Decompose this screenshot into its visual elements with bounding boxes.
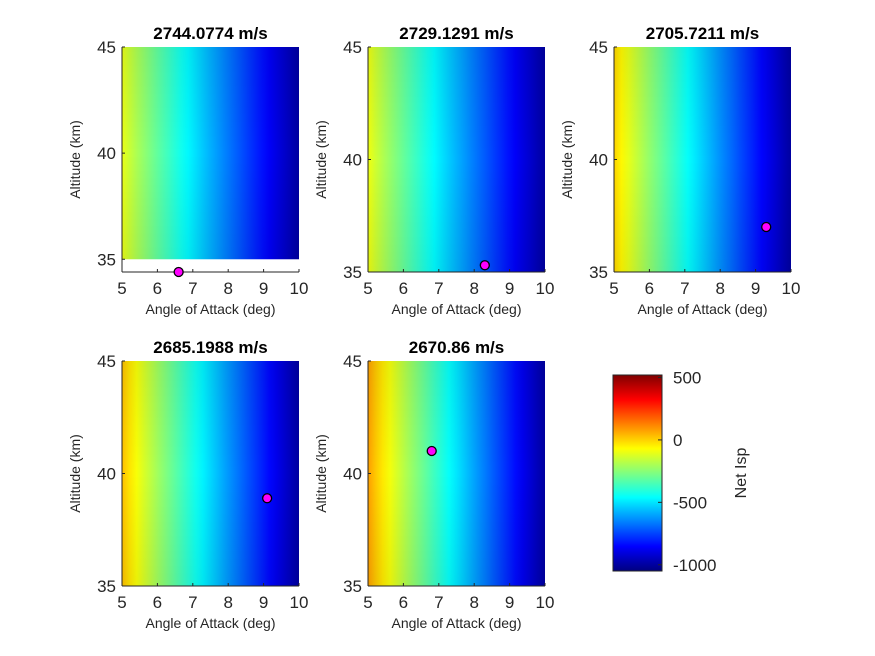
x-tick-label: 6 (153, 593, 162, 612)
colorbar-gradient (612, 374, 663, 572)
y-tick-label: 40 (589, 151, 608, 170)
x-tick-label: 5 (609, 279, 618, 298)
y-axis-label: Altitude (km) (559, 120, 575, 199)
y-axis-label: Altitude (km) (313, 434, 329, 513)
optimum-marker (426, 445, 437, 457)
x-tick-label: 10 (536, 593, 555, 612)
y-axis-label: Altitude (km) (313, 120, 329, 199)
x-tick-label: 8 (223, 279, 232, 298)
subplot-2: 5 6 7 8 9 10 35 40 45 2729.1291 m/s Angle of Attac… (313, 24, 554, 317)
x-axis-label: Angle of Attack (deg) (638, 301, 768, 317)
y-tick-label: 40 (97, 144, 116, 163)
colorbar-tick-label: 500 (673, 368, 701, 387)
y-tick-label: 35 (343, 577, 362, 596)
y-tick-label: 35 (97, 250, 116, 269)
colorbar: 500 0 -500 -1000 Net Isp (612, 368, 750, 575)
subplot-1: 5 6 7 8 9 10 35 40 45 2744.0774 m/s Angle of Attac… (67, 24, 308, 317)
colorbar-tick-label: -500 (673, 493, 707, 512)
y-tick-label: 45 (97, 352, 116, 371)
x-tick-label: 7 (680, 279, 689, 298)
y-tick-label: 35 (589, 263, 608, 282)
x-tick-label: 9 (259, 279, 268, 298)
x-tick-label: 10 (290, 593, 309, 612)
x-tick-label: 5 (117, 279, 126, 298)
x-tick-label: 5 (117, 593, 126, 612)
y-axis-label: Altitude (km) (67, 434, 83, 513)
x-tick-label: 7 (188, 279, 197, 298)
x-tick-label: 8 (715, 279, 724, 298)
subplot-title: 2685.1988 m/s (153, 338, 267, 357)
x-tick-label: 7 (434, 593, 443, 612)
x-tick-label: 10 (290, 279, 309, 298)
y-tick-label: 45 (589, 38, 608, 57)
x-tick-label: 10 (782, 279, 801, 298)
optimum-marker (761, 221, 772, 233)
x-tick-label: 5 (363, 593, 372, 612)
x-tick-label: 6 (399, 279, 408, 298)
y-tick-label: 40 (343, 151, 362, 170)
y-tick-label: 35 (97, 577, 116, 596)
x-tick-label: 9 (259, 593, 268, 612)
x-axis-label: Angle of Attack (deg) (146, 615, 276, 631)
optimum-marker (261, 493, 273, 504)
heatmap-shading (122, 47, 299, 260)
heatmap-shading (122, 361, 299, 586)
x-tick-label: 5 (363, 279, 372, 298)
subplot-title: 2729.1291 m/s (399, 24, 513, 43)
subplot-5: 5 6 7 8 9 10 35 40 45 2670.86 m/s Angle of Attack … (313, 338, 554, 631)
heatmap-shading (614, 47, 791, 272)
optimum-marker (173, 266, 184, 278)
x-tick-label: 9 (505, 279, 514, 298)
y-tick-label: 45 (97, 38, 116, 57)
x-axis-label: Angle of Attack (deg) (392, 615, 522, 631)
x-tick-label: 9 (505, 593, 514, 612)
x-tick-label: 6 (153, 279, 162, 298)
x-tick-label: 7 (188, 593, 197, 612)
subplot-title: 2705.7211 m/s (646, 24, 759, 43)
subplot-title: 2670.86 m/s (409, 338, 504, 357)
x-tick-label: 10 (536, 279, 555, 298)
y-tick-label: 35 (343, 263, 362, 282)
x-tick-label: 7 (434, 279, 443, 298)
x-tick-label: 8 (469, 279, 478, 298)
optimum-marker (479, 260, 490, 271)
colorbar-label: Net Isp (733, 448, 750, 499)
x-tick-label: 6 (645, 279, 654, 298)
heatmap-shading (368, 361, 545, 586)
subplot-4: 5 6 7 8 9 10 35 40 45 2685.1988 m/s Angle of Attac… (67, 338, 308, 631)
x-tick-label: 6 (399, 593, 408, 612)
subplot-3: 5 6 7 8 9 10 35 40 45 2705.7211 m/s Angle of Attac… (559, 24, 800, 317)
x-tick-label: 8 (223, 593, 232, 612)
colorbar-tick-label: -1000 (673, 556, 716, 575)
x-tick-label: 9 (751, 279, 760, 298)
x-tick-label: 8 (469, 593, 478, 612)
x-axis-label: Angle of Attack (deg) (392, 301, 522, 317)
y-tick-label: 45 (343, 38, 362, 57)
subplot-title: 2744.0774 m/s (153, 24, 267, 43)
y-tick-label: 45 (343, 352, 362, 371)
colorbar-tick-label: 0 (673, 431, 682, 450)
y-axis-label: Altitude (km) (67, 120, 83, 199)
y-tick-label: 40 (343, 465, 362, 484)
y-tick-label: 40 (97, 465, 116, 484)
heatmap-shading (368, 47, 545, 272)
x-axis-label: Angle of Attack (deg) (146, 301, 276, 317)
